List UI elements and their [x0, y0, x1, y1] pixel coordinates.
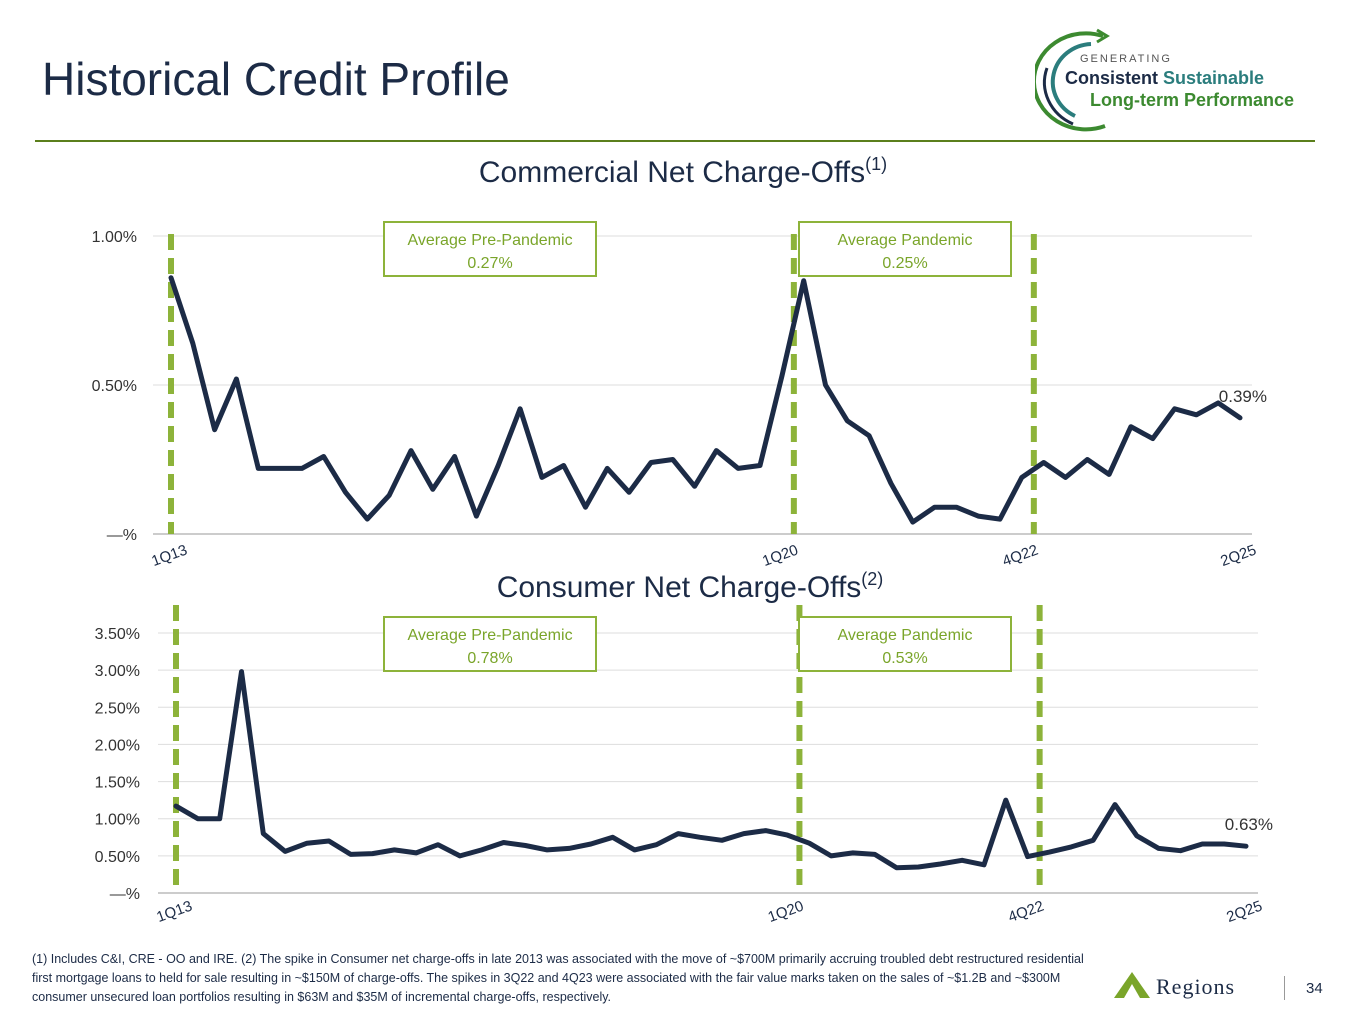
average-box-value: 0.27%	[467, 255, 512, 272]
x-tick-label: 2Q25	[1218, 542, 1258, 571]
brand-word-consistent: Consistent	[1065, 68, 1159, 88]
brand-tagline: GENERATING	[1080, 53, 1172, 65]
y-tick-label: 1.00%	[92, 229, 137, 246]
average-box-value: 0.53%	[882, 650, 927, 667]
average-box-label: Average Pre-Pandemic	[407, 232, 572, 249]
charts-canvas: Commercial Net Charge-Offs(1) —% 0.50% 1.00…	[92, 154, 1273, 927]
end-value-label: 0.63%	[1225, 815, 1273, 834]
average-box	[798, 221, 1012, 277]
footer-brand-name: Regions	[1156, 974, 1236, 999]
title-divider	[35, 140, 1315, 142]
x-tick-label: 1Q20	[760, 542, 800, 571]
average-box	[383, 616, 597, 672]
x-tick-label: 1Q13	[149, 542, 189, 571]
regions-pyramid-icon	[1114, 972, 1150, 998]
y-tick-label: 3.00%	[95, 663, 140, 680]
x-tick-label: 1Q13	[154, 898, 194, 927]
average-box-label: Average Pandemic	[838, 627, 973, 644]
chart-title: Consumer Net Charge-Offs(2)	[497, 569, 884, 604]
end-value-label: 0.39%	[1219, 387, 1267, 406]
footnote: (1) Includes C&I, CRE - OO and IRE. (2) …	[32, 952, 1084, 1004]
series-line	[168, 275, 1243, 525]
average-box	[798, 616, 1012, 672]
average-box-label: Average Pandemic	[838, 232, 973, 249]
y-tick-label: 0.50%	[95, 849, 140, 866]
page-title: Historical Credit Profile	[42, 53, 510, 105]
brand-swoosh-icon	[1035, 28, 1110, 132]
chart-title-text: Commercial Net Charge-Offs	[479, 156, 865, 189]
y-tick-label: 0.50%	[92, 378, 137, 395]
brand-word-sustainable: Sustainable	[1163, 68, 1265, 88]
x-tick-label: 4Q22	[1006, 898, 1046, 927]
average-box-value: 0.25%	[882, 255, 927, 272]
footer-separator	[1284, 976, 1285, 1000]
y-tick-label: —%	[107, 527, 137, 544]
brand-line-1: Consistent Sustainable	[1065, 68, 1264, 89]
chart-title: Commercial Net Charge-Offs(1)	[479, 154, 887, 189]
page-number: 34	[1306, 980, 1323, 997]
chart-title-text: Consumer Net Charge-Offs	[497, 571, 862, 604]
average-box-value: 0.78%	[467, 650, 512, 667]
y-tick-label: 1.00%	[95, 812, 140, 829]
series-line	[173, 669, 1249, 871]
y-tick-label: 2.50%	[95, 700, 140, 717]
x-tick-label: 4Q22	[1000, 542, 1040, 571]
y-tick-label: 1.50%	[95, 775, 140, 792]
y-tick-label: 3.50%	[95, 626, 140, 643]
x-tick-label: 2Q25	[1224, 898, 1264, 927]
y-tick-label: 2.00%	[95, 737, 140, 754]
average-box-label: Average Pre-Pandemic	[407, 627, 572, 644]
y-tick-label: —%	[110, 886, 140, 903]
average-box	[383, 221, 597, 277]
chart-title-footnote-mark: (2)	[861, 569, 883, 589]
x-tick-label: 1Q20	[766, 898, 806, 927]
chart-title-footnote-mark: (1)	[865, 154, 887, 174]
brand-line-2: Long-term Performance	[1090, 90, 1295, 110]
